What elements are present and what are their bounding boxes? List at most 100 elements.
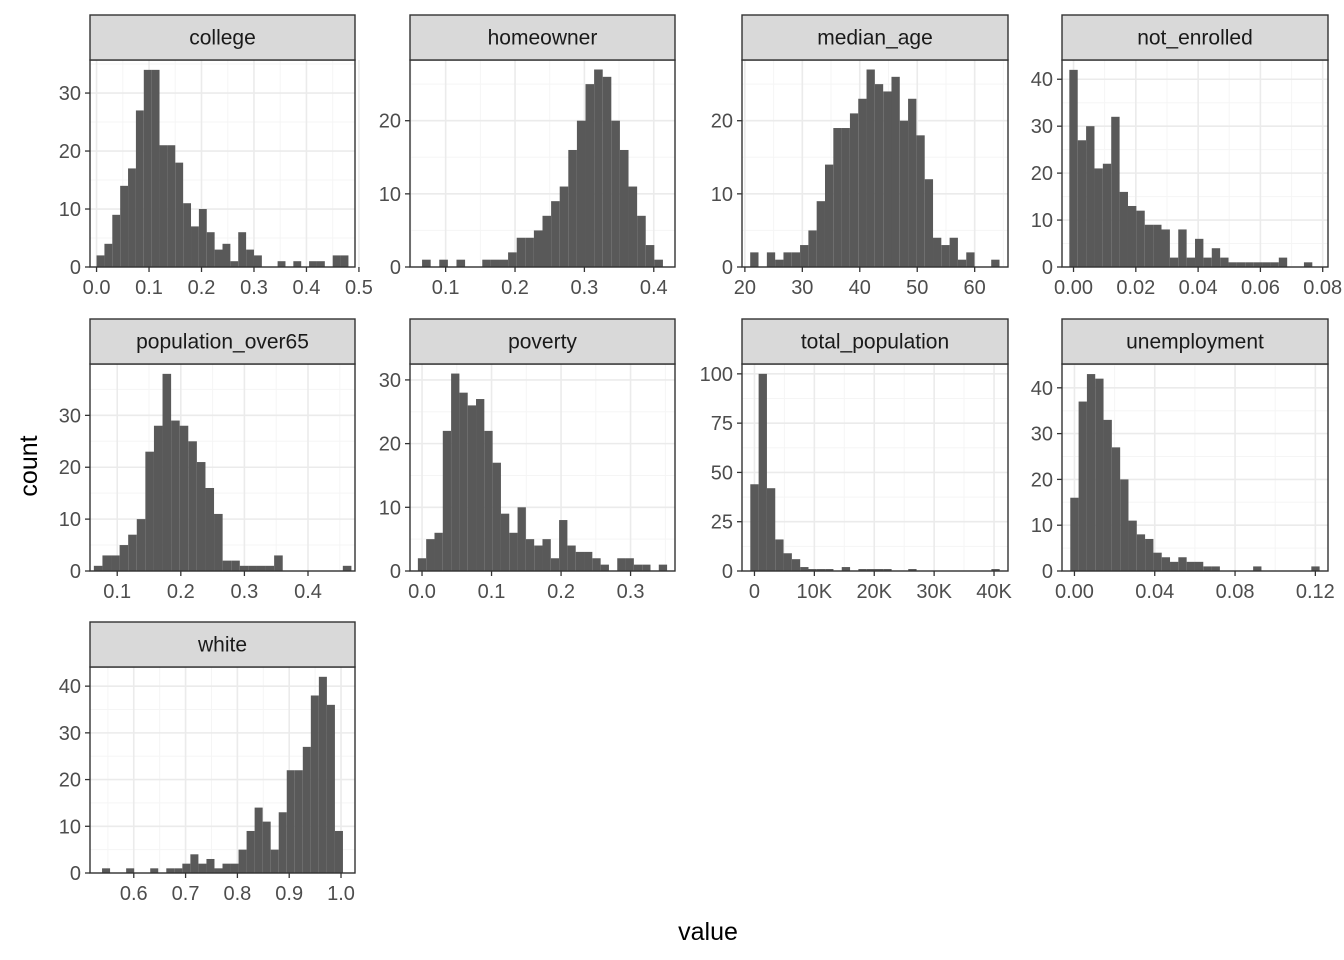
histogram-bar [145,451,154,571]
histogram-bar [316,261,325,267]
histogram-bar [858,98,867,267]
histogram-bar [434,532,443,571]
x-tick-label: 0.6 [120,883,148,905]
histogram-bar [1253,566,1262,571]
x-tick-label: 0.2 [547,581,575,603]
histogram-bar [525,237,534,267]
histogram-bar [222,863,231,873]
histogram-bar [1086,374,1096,571]
y-tick-label: 10 [711,184,733,206]
y-tick-label: 0 [390,257,401,279]
x-tick-label: 0.1 [135,277,163,299]
histogram-bar [171,420,180,571]
histogram-bar [849,113,859,268]
histogram-bar [206,858,215,873]
histogram-bar [642,564,651,571]
histogram-bar [1078,401,1087,571]
histogram-bar [991,259,1000,267]
x-tick-label: 0.12 [1296,581,1335,603]
x-tick-label: 0.5 [345,277,373,299]
x-tick-label: 0.08 [1216,581,1255,603]
histogram-bar [274,555,283,571]
y-tick-label: 10 [59,816,81,838]
histogram-bar [302,746,311,873]
histogram-bar [550,558,560,571]
y-tick-label: 0 [722,257,733,279]
histogram-bar [153,425,163,571]
histogram-bar [1077,140,1087,267]
histogram-bar [858,569,867,571]
histogram-bar [559,186,569,267]
facet-strip-label: median_age [817,27,933,50]
x-tick-label: 0.04 [1135,581,1174,603]
histogram-bar [231,560,240,571]
histogram-bar [128,168,136,267]
histogram-bar [758,373,767,571]
histogram-bar [439,259,448,267]
histogram-bar [611,120,620,267]
histogram-bar [417,558,427,571]
histogram-bar [658,564,668,571]
histogram-bar [816,201,825,267]
histogram-bar [1102,163,1112,267]
x-tick-label: 0.9 [275,883,303,905]
histogram-bar [619,149,629,267]
histogram-bar [318,676,327,873]
histogram-bar [567,545,576,571]
histogram-bar [1095,378,1104,571]
x-tick-label: 10K [797,581,833,603]
histogram-bar [628,186,638,267]
histogram-bar [899,120,909,267]
histogram-bar [585,84,595,267]
histogram-bar [808,230,817,267]
x-tick-label: 0.3 [240,277,268,299]
x-tick-label: 0.1 [103,581,131,603]
histogram-bar [1178,557,1187,571]
histogram-bar [602,76,612,267]
facet-strip [1061,318,1329,365]
histogram-bar [791,252,801,267]
histogram-bar [246,249,254,267]
histogram-bar [459,392,468,571]
y-axis-title: count [15,435,43,496]
histogram-bar [949,237,958,267]
histogram-bar [1262,262,1271,267]
histogram-bar [525,539,535,571]
facet-strip-label: total_population [801,331,949,354]
x-tick-label: 0.8 [223,883,251,905]
x-tick-label: 0.00 [1054,277,1093,299]
histogram-bar [559,520,568,571]
y-tick-label: 75 [711,413,733,435]
histogram-bar [783,553,792,571]
histogram-bar [654,259,663,267]
histogram-bar [151,69,160,267]
x-tick-label: 20K [856,581,892,603]
facet-total_population: total_population 0 10K 20K 30K 40K 0 25 50 75 100 [700,318,1012,603]
histogram-bar [1136,534,1146,571]
histogram-bar [1103,419,1112,571]
x-tick-label: 0.2 [167,581,195,603]
histogram-bar [584,551,593,571]
histogram-bar [246,830,255,873]
facet-strip-label: population_over65 [136,331,309,354]
y-tick-label: 20 [711,111,733,133]
histogram-bar [188,441,197,571]
histogram-bar [482,259,491,267]
x-tick-label: 20 [734,277,756,299]
histogram-bar [1211,566,1220,571]
histogram-bar [883,91,892,267]
histogram-bar [230,863,239,873]
histogram-bar [262,821,271,873]
histogram-bar [551,201,560,267]
facet-strip [89,14,356,61]
histogram-bar [222,560,232,571]
y-tick-label: 10 [379,184,401,206]
histogram-bar [167,145,176,267]
facet-strip-label: college [189,27,256,50]
facet-strip-label: poverty [508,331,577,354]
histogram-bar [426,539,435,571]
histogram-bar [750,484,759,571]
histogram-bar [128,534,137,571]
x-tick-label: 40K [976,581,1012,603]
histogram-bar [1253,262,1263,267]
